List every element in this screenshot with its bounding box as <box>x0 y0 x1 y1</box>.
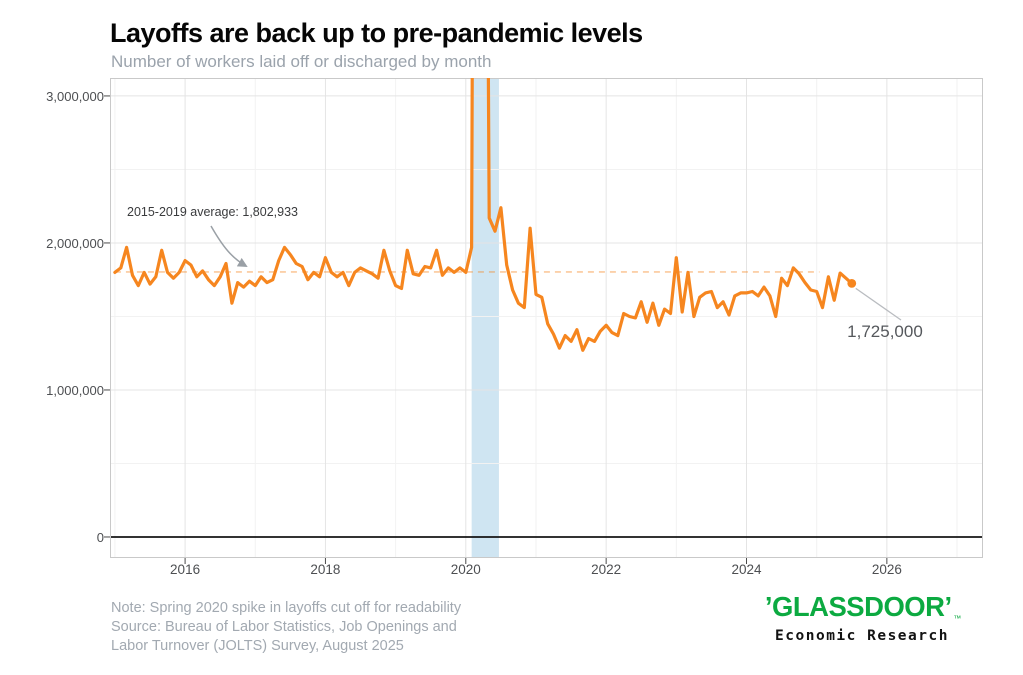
note-line: Note: Spring 2020 spike in layoffs cut o… <box>111 600 462 616</box>
x-tick-label: 2020 <box>450 562 481 577</box>
x-tick-label: 2024 <box>731 562 762 577</box>
page-title: Layoffs are back up to pre-pandemic leve… <box>110 18 643 48</box>
panel-border <box>110 78 983 558</box>
y-tick-label: 2,000,000 <box>46 235 104 251</box>
x-tick-label: 2018 <box>310 562 341 577</box>
layoffs-line <box>113 78 854 352</box>
x-tick-label: 2026 <box>871 562 902 577</box>
y-tick-label: 3,000,000 <box>46 88 104 104</box>
recession-band <box>471 78 499 558</box>
note-line: Labor Turnover (JOLTS) Survey, August 20… <box>111 638 404 654</box>
x-tick-label: 2016 <box>170 562 201 577</box>
logo-tagline: Economic Research <box>775 628 949 644</box>
glassdoor-wordmark: ’GLASSDOOR’ <box>764 591 952 622</box>
logo-open-quote-icon: ’ <box>764 591 773 622</box>
logo-trademark: ™ <box>953 614 962 623</box>
latest-value-label: 1,725,000 <box>847 322 923 341</box>
average-annotation-arrow <box>210 225 248 267</box>
x-tick-label: 2022 <box>591 562 622 577</box>
average-annotation-label: 2015-2019 average: 1,802,933 <box>127 205 298 219</box>
latest-value-leader-line <box>855 287 902 321</box>
latest-value-dot <box>847 278 857 288</box>
logo-close-quote-icon: ’ <box>944 591 952 622</box>
y-tick-label: 0 <box>96 529 104 545</box>
glassdoor-logo: ’GLASSDOOR’ ™ <box>762 591 962 623</box>
y-tick-label: 1,000,000 <box>46 382 104 398</box>
note-line: Source: Bureau of Labor Statistics, Job … <box>111 619 457 635</box>
page-subtitle: Number of workers laid off or discharged… <box>111 52 492 71</box>
note-text: Note: Spring 2020 spike in layoffs cut o… <box>111 599 461 656</box>
